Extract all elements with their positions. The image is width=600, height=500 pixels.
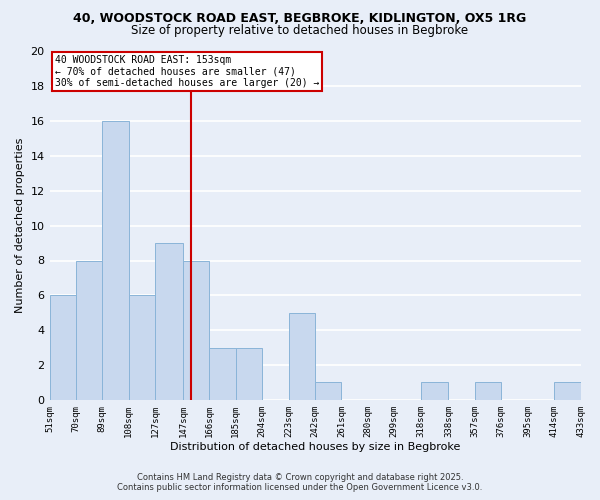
Text: Size of property relative to detached houses in Begbroke: Size of property relative to detached ho…: [131, 24, 469, 37]
Bar: [315, 382, 341, 400]
Bar: [76, 260, 103, 400]
Text: 40, WOODSTOCK ROAD EAST, BEGBROKE, KIDLINGTON, OX5 1RG: 40, WOODSTOCK ROAD EAST, BEGBROKE, KIDLI…: [73, 12, 527, 26]
Text: 40 WOODSTOCK ROAD EAST: 153sqm
← 70% of detached houses are smaller (47)
30% of : 40 WOODSTOCK ROAD EAST: 153sqm ← 70% of …: [55, 55, 319, 88]
Bar: [103, 121, 129, 400]
Bar: [289, 313, 315, 400]
X-axis label: Distribution of detached houses by size in Begbroke: Distribution of detached houses by size …: [170, 442, 460, 452]
Y-axis label: Number of detached properties: Number of detached properties: [15, 138, 25, 314]
Bar: [236, 348, 262, 400]
Bar: [155, 243, 183, 400]
Bar: [50, 296, 76, 400]
Text: Contains HM Land Registry data © Crown copyright and database right 2025.
Contai: Contains HM Land Registry data © Crown c…: [118, 473, 482, 492]
Bar: [209, 348, 236, 400]
Bar: [421, 382, 448, 400]
Bar: [129, 296, 155, 400]
Bar: [554, 382, 581, 400]
Bar: [475, 382, 501, 400]
Bar: [183, 260, 209, 400]
